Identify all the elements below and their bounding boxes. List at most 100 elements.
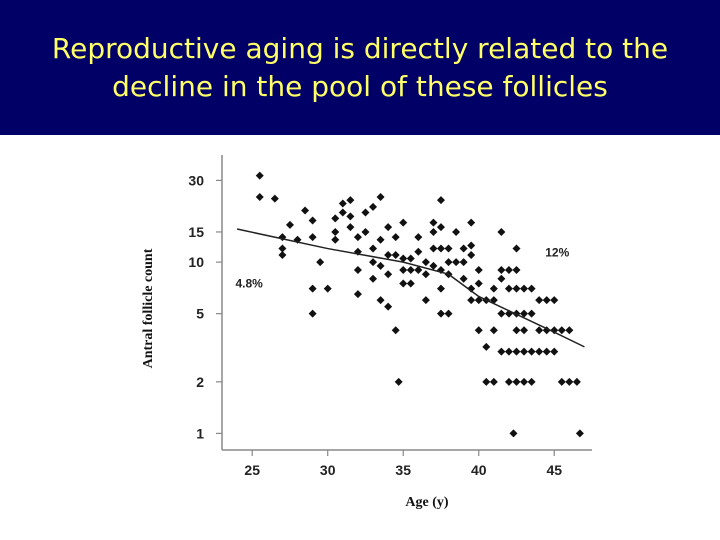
data-point bbox=[497, 265, 506, 274]
data-point bbox=[376, 261, 385, 270]
data-point bbox=[436, 284, 445, 293]
data-point bbox=[512, 244, 521, 253]
data-point bbox=[436, 196, 445, 205]
data-point bbox=[474, 279, 483, 288]
data-point bbox=[504, 284, 513, 293]
data-point bbox=[346, 223, 355, 232]
data-point bbox=[497, 227, 506, 236]
y-tick-label: 15 bbox=[188, 224, 204, 240]
data-point bbox=[429, 244, 438, 253]
data-point bbox=[376, 192, 385, 201]
annotation-label: 4.8% bbox=[236, 277, 264, 291]
data-point bbox=[293, 235, 302, 244]
data-point bbox=[467, 296, 476, 305]
data-point bbox=[557, 326, 566, 335]
data-point bbox=[285, 220, 294, 229]
data-point bbox=[399, 279, 408, 288]
data-point bbox=[338, 208, 347, 217]
data-point bbox=[512, 377, 521, 386]
data-point bbox=[369, 244, 378, 253]
data-point bbox=[459, 244, 468, 253]
x-tick-label: 25 bbox=[244, 462, 260, 478]
y-axis-ticks: 1 2 5 10 15 30 bbox=[188, 172, 222, 441]
data-point bbox=[542, 296, 551, 305]
data-point bbox=[520, 309, 529, 318]
slide-title-line-1: Reproductive aging is directly related t… bbox=[51, 31, 669, 65]
data-point bbox=[527, 284, 536, 293]
data-point bbox=[527, 309, 536, 318]
data-point bbox=[565, 377, 574, 386]
data-point bbox=[353, 265, 362, 274]
data-point bbox=[512, 265, 521, 274]
data-point bbox=[308, 284, 317, 293]
data-point bbox=[346, 196, 355, 205]
trend-line bbox=[236, 228, 585, 348]
data-point bbox=[504, 377, 513, 386]
data-point bbox=[489, 284, 498, 293]
y-tick-label: 1 bbox=[196, 425, 204, 441]
data-point bbox=[497, 309, 506, 318]
data-point bbox=[489, 377, 498, 386]
data-point bbox=[459, 274, 468, 283]
data-point bbox=[369, 258, 378, 267]
data-point bbox=[353, 233, 362, 242]
data-point bbox=[384, 251, 393, 260]
annotation-label: 12% bbox=[545, 245, 569, 259]
data-points bbox=[255, 171, 584, 438]
data-point bbox=[512, 347, 521, 356]
data-point bbox=[384, 223, 393, 232]
data-point bbox=[444, 258, 453, 267]
data-point bbox=[278, 244, 287, 253]
data-point bbox=[474, 326, 483, 335]
data-point bbox=[353, 290, 362, 299]
data-point bbox=[572, 377, 581, 386]
y-tick-label: 2 bbox=[196, 374, 204, 390]
data-point bbox=[474, 265, 483, 274]
data-point bbox=[414, 233, 423, 242]
data-point bbox=[369, 202, 378, 211]
data-point bbox=[436, 244, 445, 253]
x-axis-label: Age (y) bbox=[405, 495, 448, 510]
data-point bbox=[369, 274, 378, 283]
data-point bbox=[520, 284, 529, 293]
x-tick-label: 30 bbox=[320, 462, 336, 478]
data-point bbox=[504, 265, 513, 274]
data-point bbox=[429, 261, 438, 270]
data-point bbox=[436, 309, 445, 318]
data-point bbox=[550, 296, 559, 305]
data-point bbox=[308, 309, 317, 318]
x-tick-label: 35 bbox=[395, 462, 411, 478]
data-point bbox=[421, 296, 430, 305]
x-tick-label: 40 bbox=[471, 462, 487, 478]
data-point bbox=[406, 254, 415, 263]
data-point bbox=[316, 258, 325, 267]
data-point bbox=[278, 251, 287, 260]
data-point bbox=[520, 347, 529, 356]
data-point bbox=[391, 326, 400, 335]
data-point bbox=[270, 194, 279, 203]
data-point bbox=[414, 247, 423, 256]
data-point bbox=[512, 326, 521, 335]
data-point bbox=[550, 326, 559, 335]
data-point bbox=[399, 218, 408, 227]
data-point bbox=[520, 326, 529, 335]
data-point bbox=[550, 347, 559, 356]
data-point bbox=[504, 309, 513, 318]
chart-axes bbox=[221, 155, 592, 451]
data-point bbox=[557, 377, 566, 386]
data-point bbox=[376, 235, 385, 244]
data-point bbox=[331, 235, 340, 244]
data-point bbox=[565, 326, 574, 335]
slide-title-line-2: decline in the pool of these follicles bbox=[112, 69, 608, 103]
data-point bbox=[323, 284, 332, 293]
data-point bbox=[535, 347, 544, 356]
data-point bbox=[467, 284, 476, 293]
data-point bbox=[406, 279, 415, 288]
data-point bbox=[489, 326, 498, 335]
y-axis-label: Antral follicle count bbox=[141, 248, 156, 368]
chart-annotations: 4.8% 12% bbox=[236, 245, 570, 290]
data-point bbox=[399, 254, 408, 263]
y-tick-label: 10 bbox=[188, 254, 204, 270]
data-point bbox=[575, 429, 584, 438]
